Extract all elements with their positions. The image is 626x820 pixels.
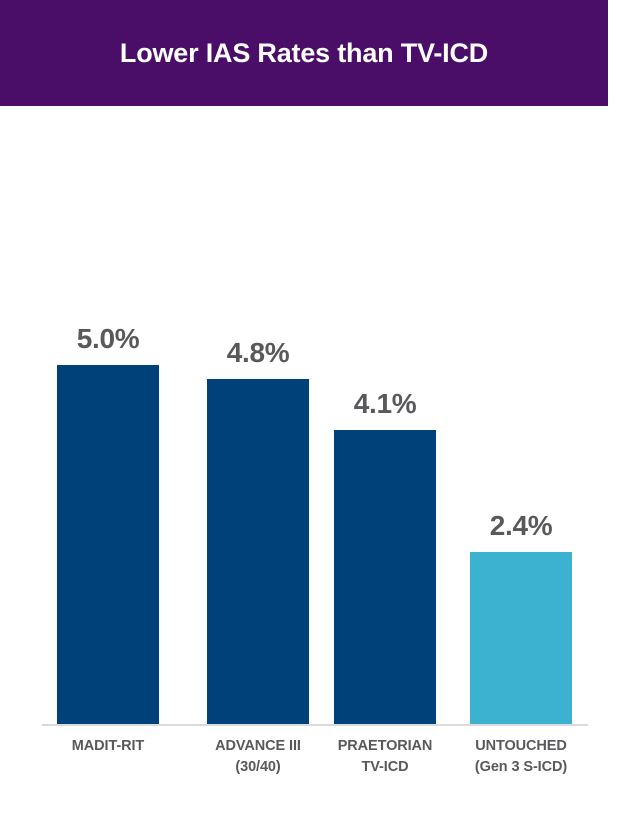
bar-category-label-line1: PRAETORIAN	[337, 738, 433, 754]
page-title: Lower IAS Rates than TV-ICD	[119, 37, 489, 68]
bar-rect[interactable]	[334, 429, 436, 724]
bar-value-label: 5.0%	[76, 323, 140, 354]
bar-rect[interactable]	[57, 365, 159, 724]
bar-category-label: UNTOUCHED (Gen 3 S-ICD)	[446, 736, 596, 778]
bar-category-label-line1: ADVANCE III	[215, 738, 301, 754]
bar-chart: 5.0% MADIT-RIT 4.8% ADVANCE III (30/40) …	[0, 106, 626, 820]
bar-rect[interactable]	[207, 379, 309, 724]
bar-value-label: 2.4%	[489, 509, 553, 541]
header-band: Lower IAS Rates than TV-ICD	[0, 0, 608, 106]
bar-rect[interactable]	[470, 551, 572, 724]
bar-category-label-line1: UNTOUCHED	[475, 738, 567, 754]
bar-category-label: ADVANCE III (30/40)	[183, 736, 333, 778]
bar-category-label: PRAETORIAN TV-ICD	[310, 736, 460, 778]
bar-category-label-line2: TV-ICD	[361, 759, 409, 775]
bar-category-label-line2: (30/40)	[235, 759, 281, 775]
bar-category-label-line1: MADIT-RIT	[71, 738, 145, 754]
bar-value-label: 4.8%	[226, 337, 290, 369]
bar-category-label: MADIT-RIT	[33, 736, 183, 757]
bar-value-label: 4.1%	[353, 387, 417, 419]
axis-baseline	[42, 724, 588, 726]
bar-category-label-line2: (Gen 3 S-ICD)	[474, 759, 568, 775]
